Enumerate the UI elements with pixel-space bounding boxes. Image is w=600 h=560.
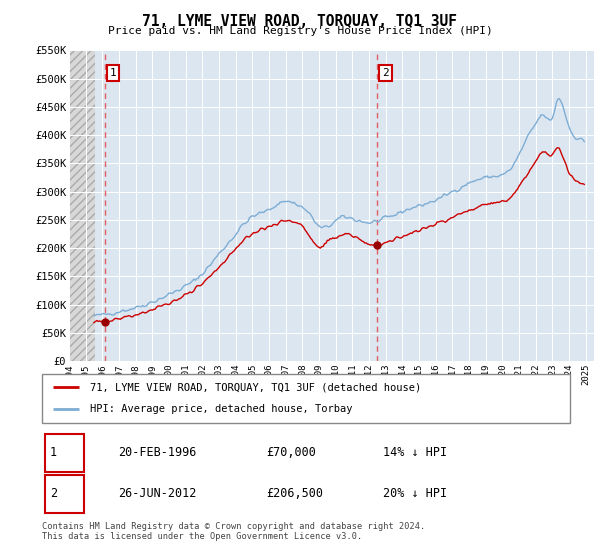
Text: 1: 1 xyxy=(50,446,57,459)
Text: 14% ↓ HPI: 14% ↓ HPI xyxy=(383,446,446,459)
Text: 71, LYME VIEW ROAD, TORQUAY, TQ1 3UF (detached house): 71, LYME VIEW ROAD, TORQUAY, TQ1 3UF (de… xyxy=(89,382,421,393)
Text: Price paid vs. HM Land Registry's House Price Index (HPI): Price paid vs. HM Land Registry's House … xyxy=(107,26,493,36)
Text: 1: 1 xyxy=(110,68,116,78)
Text: HPI: Average price, detached house, Torbay: HPI: Average price, detached house, Torb… xyxy=(89,404,352,414)
Text: 2: 2 xyxy=(382,68,389,78)
Bar xyxy=(69,50,95,361)
FancyBboxPatch shape xyxy=(44,475,84,513)
FancyBboxPatch shape xyxy=(42,374,570,423)
Text: Contains HM Land Registry data © Crown copyright and database right 2024.
This d: Contains HM Land Registry data © Crown c… xyxy=(42,522,425,542)
Text: £206,500: £206,500 xyxy=(266,487,323,500)
Text: 26-JUN-2012: 26-JUN-2012 xyxy=(119,487,197,500)
Text: 20% ↓ HPI: 20% ↓ HPI xyxy=(383,487,446,500)
Text: 2: 2 xyxy=(50,487,57,500)
Text: 71, LYME VIEW ROAD, TORQUAY, TQ1 3UF: 71, LYME VIEW ROAD, TORQUAY, TQ1 3UF xyxy=(143,14,458,29)
Text: £70,000: £70,000 xyxy=(266,446,316,459)
FancyBboxPatch shape xyxy=(44,434,84,472)
Text: 20-FEB-1996: 20-FEB-1996 xyxy=(119,446,197,459)
